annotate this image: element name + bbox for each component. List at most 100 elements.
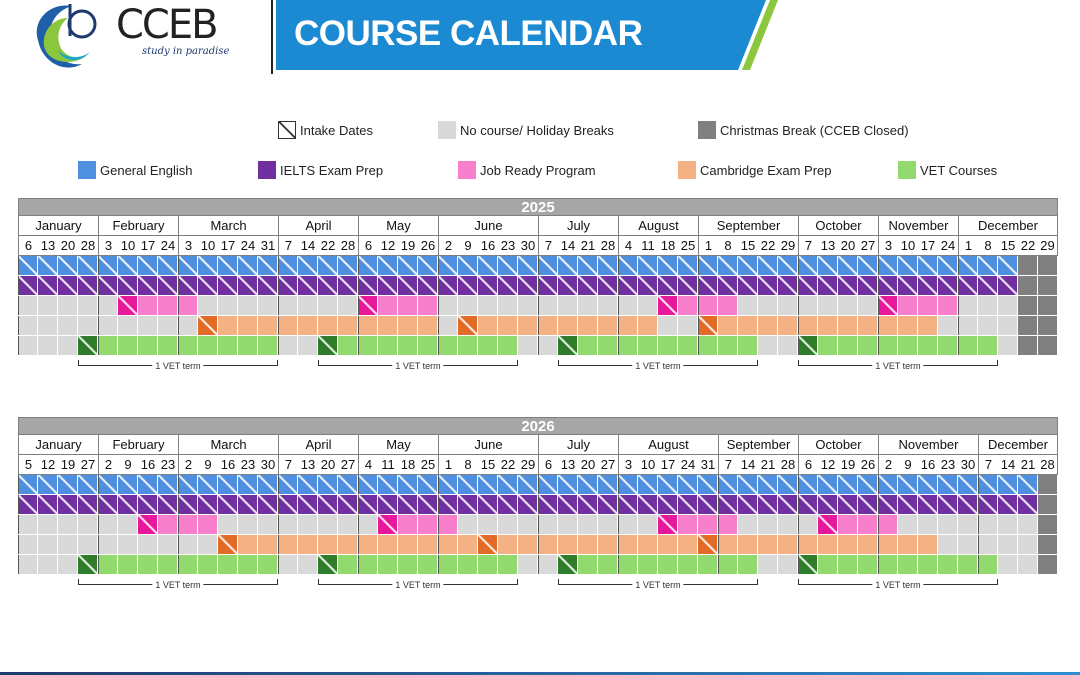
intake-cell [278, 475, 298, 495]
no-course-cell [198, 535, 218, 555]
week-date: 6 [798, 455, 818, 474]
intake-cell [318, 495, 338, 515]
intake-cell [278, 256, 298, 276]
no-course-cell [958, 316, 978, 336]
course-cell [158, 336, 178, 356]
course-cell [358, 535, 378, 555]
month-label: July [538, 216, 618, 235]
week-date: 23 [940, 457, 956, 472]
course-cell [938, 555, 958, 575]
week-date: 7 [718, 455, 738, 474]
week-date: 17 [660, 457, 676, 472]
no-course-cell [798, 515, 818, 535]
course-cell [398, 535, 418, 555]
no-course-cell [1018, 535, 1038, 555]
intake-cell [658, 256, 678, 276]
intake-cell [458, 276, 478, 296]
no-course-cell [998, 316, 1018, 336]
week-date: 12 [380, 238, 396, 253]
no-course-cell [258, 296, 278, 316]
intake-cell [798, 276, 818, 296]
week-date: 20 [60, 238, 76, 253]
no-course-cell [558, 296, 578, 316]
intake-cell [658, 515, 678, 535]
intake-cell [978, 475, 998, 495]
intake-cell [278, 495, 298, 515]
no-course-cell [738, 515, 758, 535]
no-course-cell [278, 296, 298, 316]
year-header: 2026 [18, 417, 1058, 435]
course-cell [758, 535, 778, 555]
course-cell [158, 555, 178, 575]
intake-cell [518, 495, 538, 515]
christmas-cell [1038, 475, 1058, 495]
course-cell [678, 296, 698, 316]
month-label: August [618, 216, 698, 235]
course-cell [878, 336, 898, 356]
month-label: October [798, 216, 878, 235]
legend-label: IELTS Exam Prep [280, 162, 384, 178]
no-course-cell [958, 515, 978, 535]
no-course-cell [78, 296, 98, 316]
month-label: February [98, 435, 178, 454]
no-course-cell [538, 336, 558, 356]
course-cell [478, 316, 498, 336]
intake-cell [938, 495, 958, 515]
course-cell [878, 555, 898, 575]
intake-cell [198, 256, 218, 276]
course-cell [538, 316, 558, 336]
course-cell [538, 535, 558, 555]
month-label: April [278, 216, 358, 235]
intake-cell [598, 256, 618, 276]
week-date: 18 [400, 457, 416, 472]
no-course-cell [998, 535, 1018, 555]
vet-term-bracket: 1 VET term [78, 360, 278, 371]
legend-item-christmas: Christmas Break (CCEB Closed) [698, 120, 909, 140]
intake-cell [618, 475, 638, 495]
intake-cell [658, 495, 678, 515]
intake-cell [218, 495, 238, 515]
course-cell [578, 555, 598, 575]
no-course-cell [118, 535, 138, 555]
intake-cell [698, 256, 718, 276]
day-row: 6 13 20 28 3 10 17 24 3 10 17 24 31 7 14 22 28 6 12 19 26 2 9 1… [18, 236, 1058, 256]
no-course-cell [1018, 555, 1038, 575]
no-course-cell [218, 296, 238, 316]
christmas-cell [1038, 336, 1058, 356]
intake-cell [118, 276, 138, 296]
week-date: 6 [18, 236, 38, 255]
intake-cell [638, 475, 658, 495]
intake-cell [498, 475, 518, 495]
intake-cell [38, 475, 58, 495]
course-cell [798, 535, 818, 555]
course-cell [358, 555, 378, 575]
course-cell [678, 515, 698, 535]
intake-cell [858, 276, 878, 296]
intake-cell [218, 475, 238, 495]
month-label: December [978, 435, 1058, 454]
no-course-cell [98, 316, 118, 336]
course-cell [578, 316, 598, 336]
no-course-cell [38, 555, 58, 575]
course-cell [398, 316, 418, 336]
course-cell [798, 316, 818, 336]
course-cell [818, 316, 838, 336]
month-label: February [98, 216, 178, 235]
month-label: January [18, 216, 98, 235]
intake-cell [538, 276, 558, 296]
intake-cell [698, 276, 718, 296]
intake-cell [398, 475, 418, 495]
intake-cell [98, 276, 118, 296]
intake-cell [418, 256, 438, 276]
intake-cell [658, 296, 678, 316]
course-cell [298, 535, 318, 555]
vet-term-label: 1 VET term [152, 580, 204, 590]
intake-cell [998, 495, 1018, 515]
no-course-cell [778, 515, 798, 535]
intake-cell [898, 276, 918, 296]
legend-label: Cambridge Exam Prep [700, 162, 832, 178]
week-date: 3 [98, 236, 118, 255]
intake-cell [558, 495, 578, 515]
intake-cell [198, 316, 218, 336]
cceb-logo: CCEB study in paradise [30, 0, 250, 75]
